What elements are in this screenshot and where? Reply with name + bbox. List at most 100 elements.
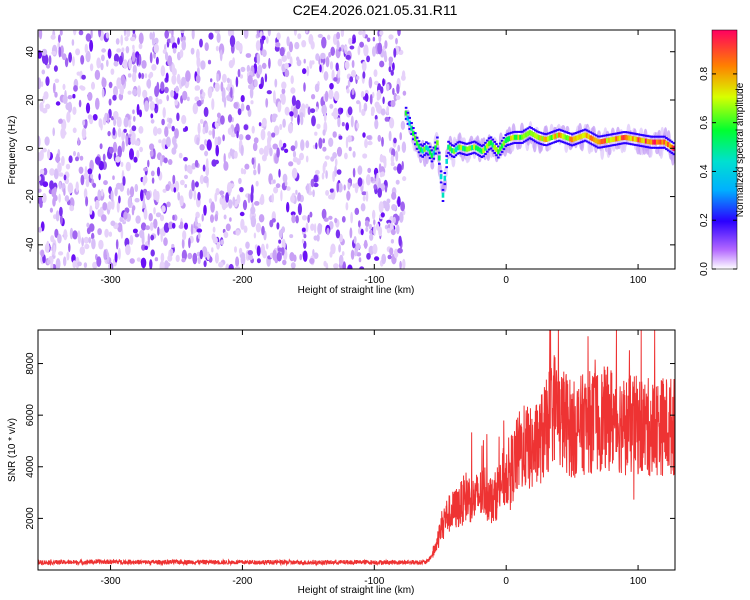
heatmap-cell xyxy=(273,125,280,136)
heatmap-cell xyxy=(278,139,283,148)
ridge-edge-cell xyxy=(434,152,437,155)
heatmap-cell xyxy=(102,153,106,162)
ridge-edge-cell xyxy=(607,144,611,147)
snr-y-label: SNR (10 * v/v) xyxy=(7,418,18,482)
heatmap-cell xyxy=(220,115,225,125)
heatmap-cell xyxy=(238,134,244,141)
heatmap-cell xyxy=(267,30,271,37)
heatmap-cell xyxy=(214,30,221,34)
heatmap-cell xyxy=(392,87,395,96)
heatmap-cell xyxy=(317,223,322,235)
heatmap-cell xyxy=(181,114,187,125)
ridge-edge-cell xyxy=(539,131,543,134)
heatmap-cell xyxy=(272,113,278,119)
ridge-cell xyxy=(537,135,541,141)
heatmap-cell xyxy=(328,215,333,220)
heatmap-cell xyxy=(199,119,204,124)
x-tick-label: -100 xyxy=(364,576,384,587)
ridge-edge-cell xyxy=(546,132,550,135)
ridge-cell xyxy=(534,133,537,139)
heatmap-cell xyxy=(313,182,319,188)
ridge-cell xyxy=(513,134,517,140)
heatmap-cell xyxy=(106,59,109,67)
heatmap-cell xyxy=(85,179,90,188)
ridge-edge-cell xyxy=(637,144,640,147)
ridge-edge-cell xyxy=(654,146,657,149)
heatmap-cell xyxy=(316,234,320,242)
heatmap-cell xyxy=(226,96,233,102)
ridge-cell xyxy=(611,137,615,142)
ridge-edge-cell xyxy=(417,140,421,143)
ridge-cell xyxy=(498,146,502,152)
heatmap-cell xyxy=(39,168,45,175)
heatmap-cell xyxy=(266,36,269,44)
ridge-cell xyxy=(535,134,539,140)
heatmap-cell xyxy=(127,73,132,78)
heatmap-cell xyxy=(153,126,158,137)
heatmap-cell xyxy=(370,106,375,115)
ridge-edge-cell xyxy=(406,122,410,125)
ridge-cell xyxy=(637,137,640,143)
heatmap-cell xyxy=(216,73,220,82)
heatmap-cell xyxy=(388,66,392,73)
ridge-edge-cell xyxy=(572,132,576,135)
ridge-edge-cell xyxy=(469,141,472,144)
ridge-cell xyxy=(497,149,500,155)
ridge-edge-cell xyxy=(561,129,565,132)
heatmap-cell xyxy=(236,194,241,205)
heatmap-cell xyxy=(39,30,43,40)
heatmap-cell xyxy=(240,66,246,73)
heatmap-cell xyxy=(349,45,355,50)
ridge-cell xyxy=(415,140,419,146)
ridge-edge-cell xyxy=(609,133,613,136)
heatmap-cell xyxy=(203,260,207,268)
heatmap-cell xyxy=(393,47,397,58)
heatmap-cell xyxy=(272,179,276,184)
heatmap-cell xyxy=(89,39,94,52)
heatmap-cell xyxy=(89,223,95,232)
ridge-edge-cell xyxy=(491,149,495,152)
heatmap-cell xyxy=(41,69,46,75)
ridge-edge-cell xyxy=(604,145,607,148)
heatmap-cell xyxy=(253,137,259,144)
heatmap-cell xyxy=(302,215,307,221)
heatmap-cell xyxy=(289,252,295,262)
heatmap-cell xyxy=(78,30,84,36)
heatmap-cell xyxy=(50,34,56,40)
heatmap-cell xyxy=(181,80,184,87)
heatmap-cell xyxy=(243,225,248,233)
heatmap-cell xyxy=(294,140,298,149)
heatmap-cell xyxy=(150,249,155,257)
heatmap-cell xyxy=(172,47,177,54)
y-tick-label: -20 xyxy=(25,189,36,204)
ridge-edge-cell xyxy=(426,153,430,156)
ridge-cell xyxy=(462,145,465,151)
heatmap-cell xyxy=(275,42,281,48)
heatmap-cell xyxy=(272,249,277,261)
heatmap-cell xyxy=(303,82,306,92)
ridge-edge-cell xyxy=(450,155,454,158)
heatmap-cell xyxy=(150,113,154,119)
heatmap-cell xyxy=(49,180,54,190)
heatmap-cell xyxy=(397,196,401,208)
ridge-edge-cell xyxy=(504,145,508,148)
heatmap-cell xyxy=(260,128,266,141)
ridge-edge-cell xyxy=(473,140,476,143)
ridge-edge-cell xyxy=(524,139,528,142)
heatmap-cell xyxy=(218,261,224,268)
heatmap-cell xyxy=(292,156,299,163)
heatmap-cell xyxy=(391,204,397,211)
x-tick-label: -300 xyxy=(101,576,121,587)
heatmap-cell xyxy=(400,120,406,130)
heatmap-cell xyxy=(279,123,283,131)
ridge-edge-cell xyxy=(450,144,454,147)
heatmap-cell xyxy=(167,55,173,67)
colorbar-tick-label: 0.6 xyxy=(699,115,710,129)
ridge-edge-cell xyxy=(460,152,463,155)
heatmap-cell xyxy=(305,140,310,149)
heatmap-cell xyxy=(240,218,245,230)
heatmap-cell xyxy=(175,85,179,94)
heatmap-cell xyxy=(148,73,153,79)
heatmap-cell xyxy=(120,161,124,168)
heatmap-cell xyxy=(192,102,198,115)
